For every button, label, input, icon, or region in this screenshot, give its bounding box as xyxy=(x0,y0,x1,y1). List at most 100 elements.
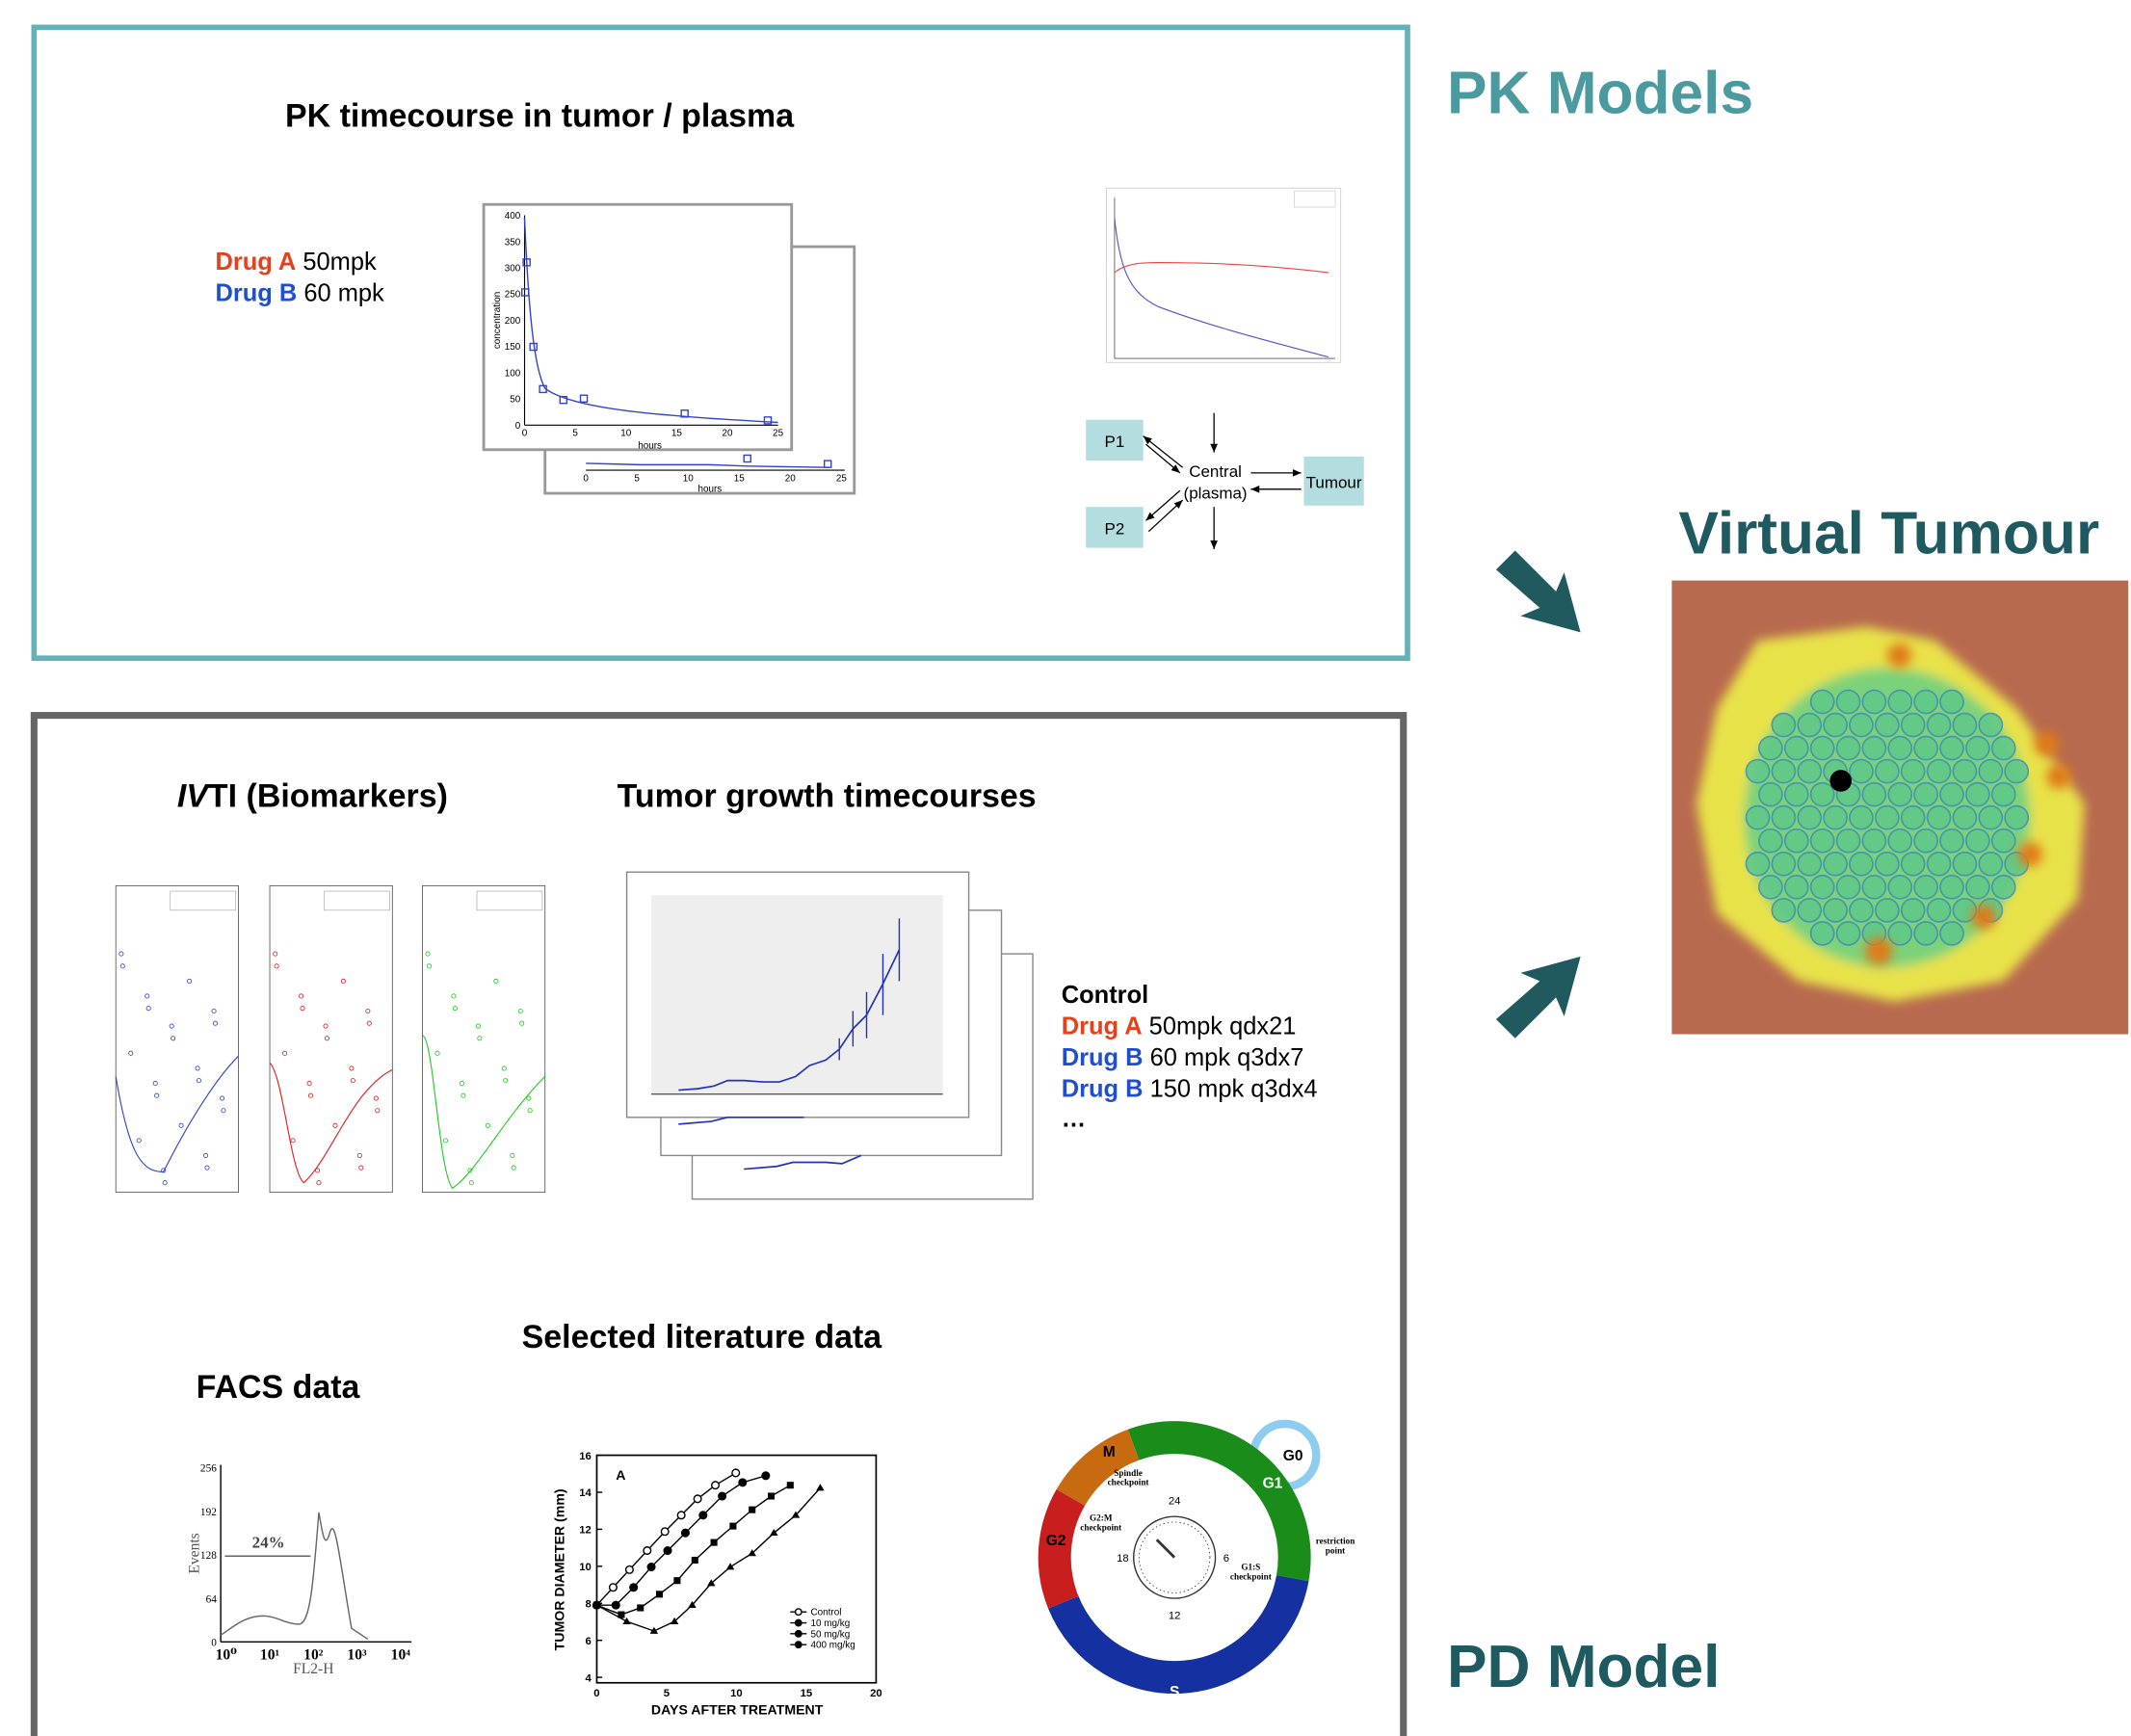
virtual-tumour-image xyxy=(1671,581,2128,1035)
cell xyxy=(1888,783,1911,806)
section-title: PK Models xyxy=(1447,60,1753,126)
panel-title: Selected literature data xyxy=(522,1319,883,1355)
axis-label: FL2-H xyxy=(293,1661,333,1677)
group-label: Control xyxy=(1062,982,1148,1009)
x-tick-label: 5 xyxy=(664,1688,670,1699)
y-tick-label: 4 xyxy=(586,1672,592,1684)
checkpoint-label: checkpoint xyxy=(1108,1478,1150,1487)
cell xyxy=(1746,760,1769,783)
illustration xyxy=(692,1557,698,1564)
x-tick-label: 10 xyxy=(683,473,695,484)
checkpoint-label: G2:M xyxy=(1090,1512,1113,1522)
cell xyxy=(1902,806,1925,829)
cell xyxy=(1992,876,2015,899)
dose-line: Drug A50mpk qdx21 xyxy=(1062,1013,1297,1040)
illustration xyxy=(699,1512,707,1519)
x-tick-label: 20 xyxy=(722,429,733,439)
axis-label: concentration xyxy=(492,292,503,349)
cell xyxy=(1811,783,1834,806)
section-title: Virtual Tumour xyxy=(1678,500,2099,566)
axis-label: TUMOR DIAMETER (mm) xyxy=(552,1488,567,1650)
illustration xyxy=(644,1547,651,1555)
cell xyxy=(1862,783,1885,806)
compartment-label: Central xyxy=(1189,462,1242,481)
x-tick-label: 0 xyxy=(583,473,589,484)
y-tick-label: 8 xyxy=(586,1599,592,1611)
cell xyxy=(1850,853,1873,876)
thumbnail-frame xyxy=(422,885,544,1192)
clock-label: 12 xyxy=(1169,1610,1181,1621)
cell xyxy=(1824,806,1847,829)
cell xyxy=(1888,922,1911,945)
cell xyxy=(1953,760,1976,783)
cell xyxy=(1837,737,1860,760)
cell xyxy=(1902,760,1925,783)
cell xyxy=(1862,690,1885,713)
panel-title: FACS data xyxy=(197,1369,361,1406)
cell xyxy=(1824,853,1847,876)
cell xyxy=(1940,922,1963,945)
cell xyxy=(1811,690,1834,713)
slide: PK ModelsVirtual TumourPD ModelPK timeco… xyxy=(0,0,2131,1736)
y-tick-label: 128 xyxy=(200,1550,217,1562)
axis-label: hours xyxy=(638,440,662,451)
cell xyxy=(1914,922,1937,945)
simulation-thumbnail xyxy=(1106,188,1340,362)
illustration xyxy=(626,1566,634,1574)
cell xyxy=(1914,829,1937,853)
facs-plot xyxy=(221,1464,411,1642)
cell xyxy=(1772,760,1795,783)
cell xyxy=(1824,713,1847,736)
axis-label: hours xyxy=(697,485,722,495)
y-tick-label: 50 xyxy=(510,395,521,406)
phase-label: G1 xyxy=(1263,1476,1283,1492)
drug-name: Drug A xyxy=(215,249,296,276)
cell xyxy=(1966,783,1989,806)
checkpoint-label: Spindle xyxy=(1114,1468,1143,1478)
panel-letter: A xyxy=(616,1467,625,1483)
dose: 50mpk xyxy=(303,249,377,276)
cell xyxy=(1966,737,1989,760)
drug-name: Drug A xyxy=(1062,1013,1143,1040)
cell xyxy=(1876,853,1899,876)
cell xyxy=(1785,829,1808,853)
y-tick-label: 16 xyxy=(579,1451,592,1462)
phase-arc xyxy=(1055,1497,1071,1602)
x-tick-label: 10³ xyxy=(347,1647,367,1664)
dose-line: Drug A 50mpk xyxy=(215,249,377,276)
cell xyxy=(1902,899,1925,922)
illustration xyxy=(711,1539,718,1546)
panel-title: PK timecourse in tumor / plasma xyxy=(285,98,795,135)
y-tick-label: 256 xyxy=(200,1463,217,1475)
cell xyxy=(1888,876,1911,899)
thumbnail-frame xyxy=(270,885,392,1192)
cell xyxy=(1914,690,1937,713)
cell xyxy=(1992,737,2015,760)
axis-label: DAYS AFTER TREATMENT xyxy=(651,1701,824,1717)
illustration xyxy=(612,1601,619,1609)
illustration xyxy=(661,1528,669,1536)
compartment-label: P2 xyxy=(1105,519,1125,538)
y-tick-label: 350 xyxy=(505,237,521,248)
illustration xyxy=(637,1604,644,1611)
phase-label: G2 xyxy=(1046,1533,1066,1549)
checkpoint-label: checkpoint xyxy=(1230,1571,1273,1581)
y-tick-label: 400 xyxy=(505,211,521,222)
illustration xyxy=(677,1512,685,1519)
legend-marker xyxy=(796,1642,802,1648)
illustration xyxy=(762,1472,770,1480)
cell xyxy=(1837,922,1860,945)
x-tick-label: 10⁰ xyxy=(216,1647,238,1664)
thumbnail-legend xyxy=(477,891,542,910)
cell xyxy=(1979,806,2002,829)
cell xyxy=(1914,737,1937,760)
phase-label: M xyxy=(1103,1444,1116,1460)
cell xyxy=(1772,853,1795,876)
illustration xyxy=(682,1529,690,1537)
arrow xyxy=(1496,957,1581,1039)
dose: 50mpk qdx21 xyxy=(1149,1013,1297,1040)
cell xyxy=(1992,829,2015,853)
cell xyxy=(1862,737,1885,760)
illustration xyxy=(656,1591,663,1597)
